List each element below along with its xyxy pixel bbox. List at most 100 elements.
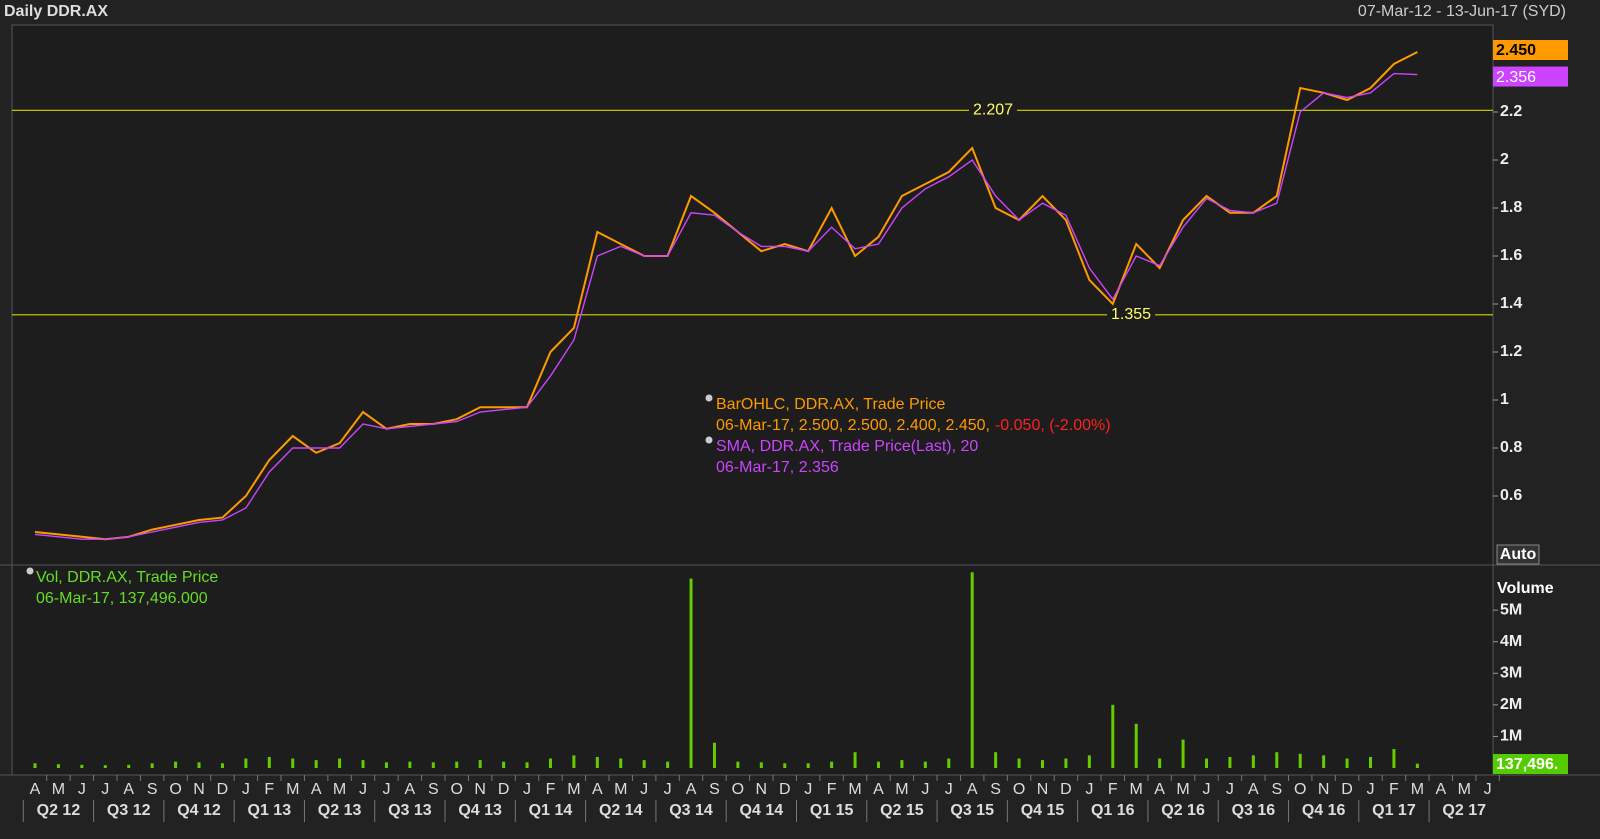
x-tick-label: O <box>169 781 181 798</box>
x-tick-label: J <box>1226 781 1234 798</box>
volume-bar <box>595 756 599 768</box>
last-value-box <box>1493 40 1568 60</box>
y-tick-label: 1M <box>1500 728 1522 745</box>
x-tick-label: A <box>686 781 697 798</box>
quarter-label: Q3 15 <box>950 802 994 819</box>
last-value-label: 2.450 <box>1496 42 1536 59</box>
x-tick-label: M <box>1176 781 1189 798</box>
volume-bar <box>548 758 552 768</box>
x-tick-label: M <box>52 781 65 798</box>
volume-bar <box>1322 755 1326 768</box>
volume-bar <box>314 760 318 768</box>
legend-values: 06-Mar-17, 2.500, 2.500, 2.400, 2.450, <box>716 417 990 434</box>
last-value-label: 2.356 <box>1496 69 1536 86</box>
x-tick-label: N <box>756 781 768 798</box>
auto-box <box>1496 544 1540 565</box>
volume-bar <box>1181 739 1185 768</box>
volume-bar <box>244 758 248 768</box>
x-tick-label: M <box>848 781 861 798</box>
quarter-label: Q4 13 <box>458 802 502 819</box>
x-tick-label: M <box>1458 781 1471 798</box>
y-tick-label: 5M <box>1500 601 1522 618</box>
quarter-label: Q2 16 <box>1161 802 1205 819</box>
volume-bar <box>127 764 131 768</box>
x-tick-label: J <box>921 781 929 798</box>
price-line <box>34 72 1418 540</box>
volume-bar <box>338 758 342 768</box>
volume-bar <box>1205 758 1208 768</box>
volume-bar <box>876 761 880 768</box>
volume-bar <box>384 762 388 768</box>
x-tick-label: S <box>147 781 158 798</box>
volume-bar <box>455 761 459 768</box>
volume-bar <box>947 758 951 768</box>
x-tick-label: M <box>333 781 346 798</box>
volume-bar <box>923 761 927 768</box>
x-tick-label: A <box>30 781 41 798</box>
quarter-label: Q1 17 <box>1372 802 1416 819</box>
x-tick-label: A <box>405 781 416 798</box>
volume-bar <box>197 762 201 768</box>
x-tick-label: J <box>1203 781 1211 798</box>
volume-bar <box>1017 758 1021 768</box>
quarter-label: Q3 13 <box>388 802 432 819</box>
x-tick-label: J <box>359 781 367 798</box>
quarter-label: Q2 14 <box>599 802 643 819</box>
quarter-label: Q4 12 <box>177 802 221 819</box>
last-volume-label: 137,496. <box>1496 756 1558 773</box>
legend-icon <box>705 436 713 444</box>
volume-bar <box>806 763 810 768</box>
volume-bar <box>830 761 834 768</box>
volume-bar <box>478 760 482 768</box>
auto-label: Auto <box>1500 546 1537 563</box>
y-tick-label: 1.6 <box>1500 247 1522 264</box>
volume-bar <box>572 755 576 768</box>
plot-frame <box>11 24 1494 776</box>
legend-title: BarOHLC, DDR.AX, Trade Price <box>716 396 946 413</box>
x-tick-label: J <box>640 781 648 798</box>
quarter-label: Q4 14 <box>740 802 784 819</box>
x-tick-label: J <box>523 781 531 798</box>
x-tick-label: J <box>1484 781 1492 798</box>
level-label-bg <box>969 101 1017 120</box>
x-tick-label: D <box>1341 781 1353 798</box>
quarter-label: Q4 15 <box>1021 802 1065 819</box>
quarter-label: Q2 12 <box>37 802 81 819</box>
legend-title: SMA, DDR.AX, Trade Price(Last), 20 <box>716 438 978 455</box>
volume-bar <box>267 756 271 768</box>
x-tick-label: S <box>1271 781 1282 798</box>
volume-bar <box>431 762 435 768</box>
volume-bar <box>783 763 787 768</box>
x-tick-label: A <box>967 781 978 798</box>
x-tick-label: O <box>732 781 744 798</box>
quarter-label: Q2 13 <box>318 802 362 819</box>
x-tick-label: J <box>78 781 86 798</box>
volume-bar <box>1158 758 1162 768</box>
volume-bar <box>1275 752 1279 768</box>
volume-bar <box>502 761 506 768</box>
quarter-label: Q1 15 <box>810 802 854 819</box>
x-tick-label: D <box>498 781 510 798</box>
volume-bar <box>1040 760 1044 768</box>
x-tick-label: A <box>1435 781 1446 798</box>
x-tick-label: A <box>311 781 322 798</box>
volume-bar <box>291 758 295 768</box>
volume-bar <box>361 760 365 768</box>
volume-bar <box>80 764 84 768</box>
x-tick-label: O <box>451 781 463 798</box>
last-volume-box <box>1493 754 1568 774</box>
x-tick-label: J <box>101 781 109 798</box>
level-label: 2.207 <box>973 102 1013 119</box>
legend-title: Vol, DDR.AX, Trade Price <box>36 569 218 586</box>
level-label: 1.355 <box>1111 306 1151 323</box>
volume-bar <box>1087 755 1091 768</box>
volume-bar <box>1369 756 1373 768</box>
quarter-label: Q2 15 <box>880 802 924 819</box>
x-tick-label: J <box>664 781 672 798</box>
x-tick-label: O <box>1294 781 1306 798</box>
x-tick-label: N <box>193 781 205 798</box>
y-tick-label: 2 <box>1500 151 1509 168</box>
quarter-label: Q1 16 <box>1091 802 1135 819</box>
x-tick-label: D <box>217 781 229 798</box>
